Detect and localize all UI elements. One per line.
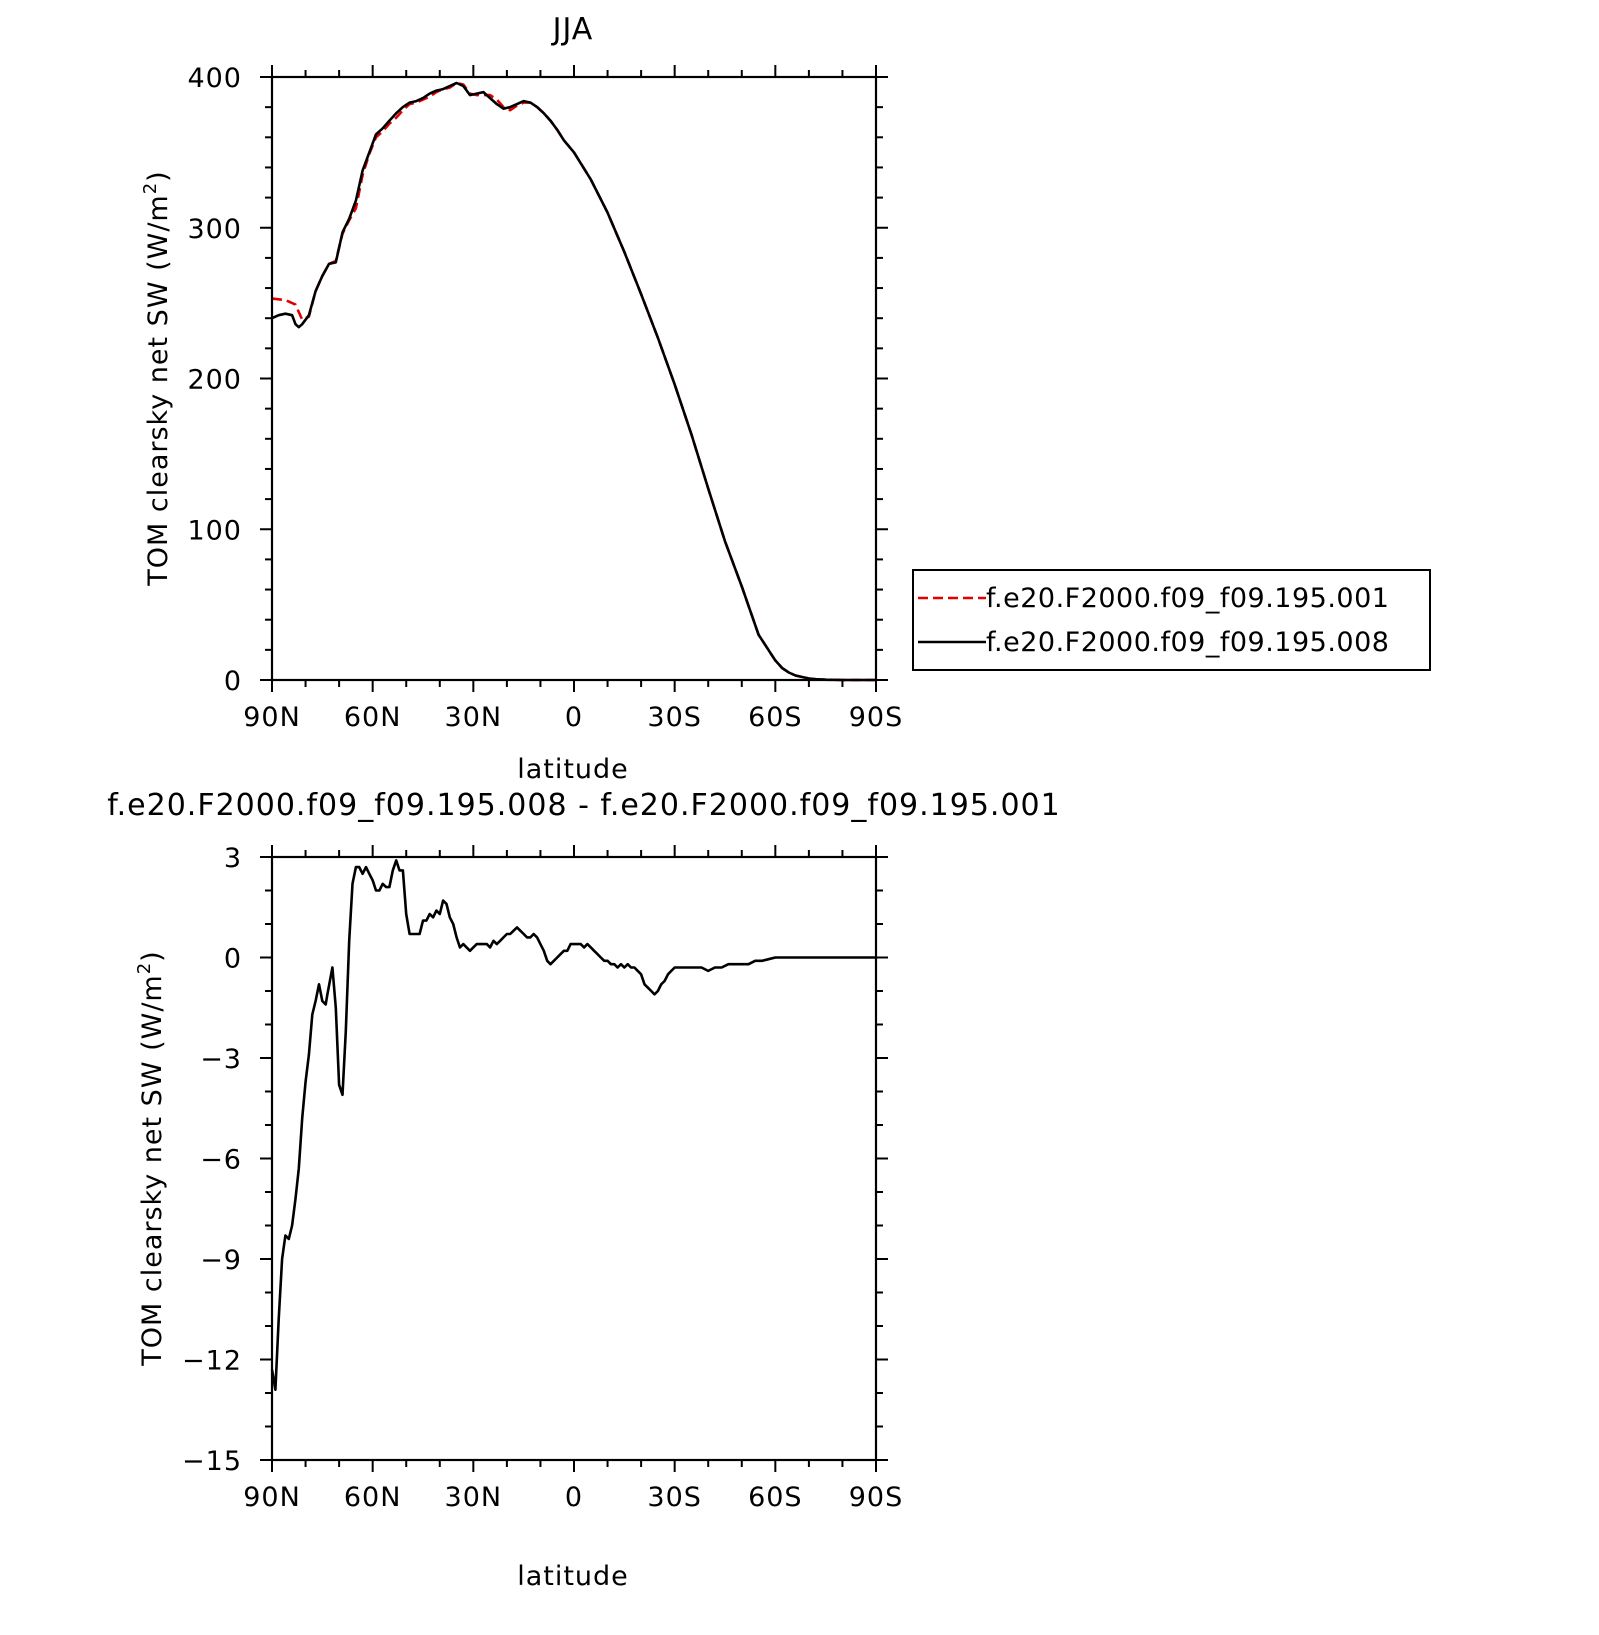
bottom-x-tick-label: 0	[565, 1482, 583, 1513]
legend-label-series-2: f.e20.F2000.f09_f09.195.008	[986, 627, 1389, 658]
top-y-axis-title: TOM clearsky net SW (W/m2)	[140, 170, 174, 586]
top-y-axis-title-close: )	[143, 170, 174, 182]
bottom-x-axis-title: latitude	[517, 1561, 629, 1592]
bottom-y-tick-label: 3	[224, 843, 242, 874]
panel-top-line-chart: JJA 90N 60N 30N 0 30S 60S 90S 0 100 200 300 400 lat…	[140, 12, 904, 785]
bottom-x-tick-label: 30S	[647, 1482, 702, 1513]
panel-bottom-line-chart: f.e20.F2000.f09_f09.195.008 - f.e20.F200…	[107, 788, 1060, 1592]
top-y-axis-title-main: TOM clearsky net SW (W/m	[143, 194, 174, 586]
top-y-tick-label: 400	[187, 63, 242, 94]
top-series-line-1	[271, 81, 876, 682]
bottom-plot-frame	[270, 855, 878, 1462]
top-x-tick-label: 60N	[344, 702, 402, 733]
bottom-x-tick-label: 60N	[344, 1482, 402, 1513]
legend-label-series-1: f.e20.F2000.f09_f09.195.001	[986, 583, 1389, 614]
bottom-y-axis-title-close: )	[137, 950, 168, 962]
legend: f.e20.F2000.f09_f09.195.001 f.e20.F2000.…	[912, 569, 1431, 671]
top-y-tick-label: 0	[224, 666, 242, 697]
bottom-y-tick-label: 0	[224, 944, 242, 975]
top-axes-layer: 90N 60N 30N 0 30S 60S 90S 0 100 200 300 400	[187, 63, 904, 733]
bottom-y-axis-title-main: TOM clearsky net SW (W/m	[137, 974, 168, 1366]
top-y-axis-title-superscript: 2	[140, 182, 161, 194]
bottom-series-line-1	[270, 859, 876, 1391]
bottom-x-tick-label: 90S	[849, 1482, 904, 1513]
bottom-axes-layer: 90N 60N 30N 0 30S 60S 90S −15 −12 −9 −6 −3 0 3	[182, 843, 904, 1513]
bottom-x-tick-label: 90N	[243, 1482, 301, 1513]
top-y-tick-label: 200	[187, 365, 242, 396]
top-y-tick-label: 100	[187, 515, 242, 546]
bottom-y-axis-title: TOM clearsky net SW (W/m2)	[134, 950, 168, 1366]
top-chart-title: JJA	[551, 12, 594, 47]
bottom-y-tick-label: −3	[200, 1044, 242, 1075]
top-x-tick-label: 0	[565, 702, 583, 733]
legend-box	[912, 569, 1431, 671]
bottom-series-layer	[270, 859, 876, 1391]
bottom-x-tick-label: 60S	[748, 1482, 803, 1513]
top-x-tick-label: 30N	[445, 702, 503, 733]
bottom-chart-title: f.e20.F2000.f09_f09.195.008 - f.e20.F200…	[107, 788, 1060, 823]
bottom-y-tick-label: −6	[200, 1145, 242, 1176]
top-x-tick-label: 90S	[849, 702, 904, 733]
bottom-y-tick-label: −9	[200, 1245, 242, 1276]
top-x-tick-label: 90N	[243, 702, 301, 733]
top-x-tick-label: 60S	[748, 702, 803, 733]
top-series-layer	[271, 81, 876, 682]
top-x-axis-title: latitude	[517, 754, 629, 785]
bottom-y-tick-label: −15	[182, 1446, 242, 1477]
top-series-line-2	[271, 81, 876, 682]
bottom-y-tick-label: −12	[182, 1346, 242, 1377]
top-x-tick-label: 30S	[647, 702, 702, 733]
bottom-x-tick-label: 30N	[445, 1482, 503, 1513]
top-y-tick-label: 300	[187, 214, 242, 245]
bottom-y-axis-title-superscript: 2	[134, 962, 155, 974]
